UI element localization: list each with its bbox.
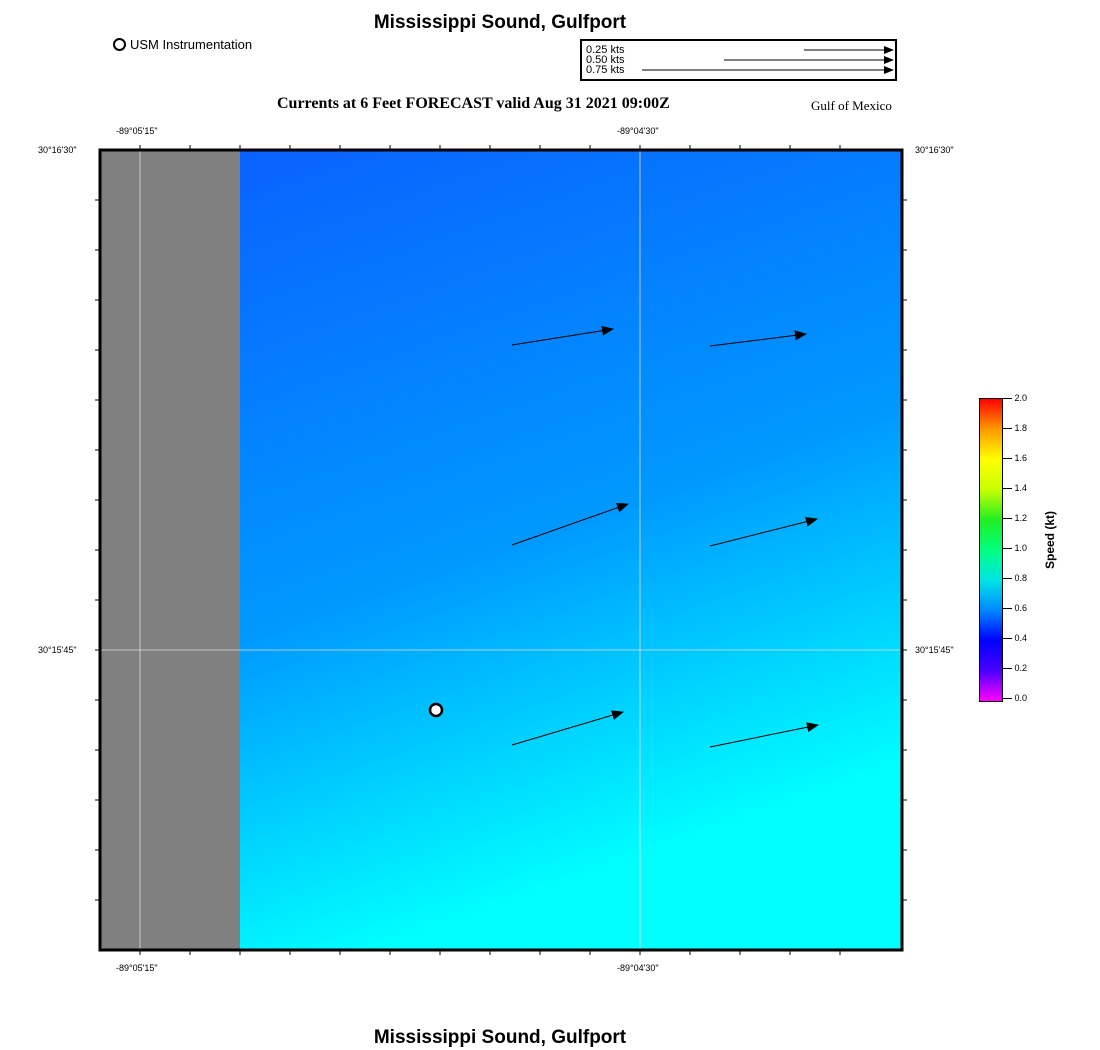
colorbar-tick: 1.4 [1002, 483, 1027, 493]
frame-ticks [95, 145, 907, 955]
colorbar-tick: 1.8 [1002, 423, 1027, 433]
colorbar-tick: 0.0 [1002, 693, 1027, 703]
scale-label-0-25: 0.25 kts [586, 44, 625, 56]
station-marker-icon [113, 38, 126, 51]
current-vector [511, 502, 629, 546]
current-vector [511, 710, 624, 746]
station-legend-label: USM Instrumentation [130, 37, 253, 52]
colorbar-tick: 1.6 [1002, 453, 1027, 463]
lat-label-top-left: 30°16'30" [38, 145, 77, 155]
scale-label-0-50: 0.50 kts [586, 54, 625, 66]
land-area [100, 150, 240, 950]
current-map [95, 145, 907, 955]
current-vector [709, 722, 819, 748]
forecast-subtitle: Currents at 6 Feet FORECAST valid Aug 31… [277, 95, 670, 112]
footer-title: Mississippi Sound, Gulfport [373, 1027, 627, 1048]
lon-label-bottom-left: -89°05'15" [116, 963, 158, 973]
usm-station-marker [428, 702, 444, 718]
colorbar-tick: 1.2 [1002, 513, 1027, 523]
scale-arrows [642, 46, 894, 74]
colorbar-tick: 1.0 [1002, 543, 1027, 553]
region-label: Gulf of Mexico [811, 98, 892, 113]
lat-label-mid-right: 30°15'45" [915, 645, 954, 655]
vector-scale-legend: 0.25 kts 0.50 kts 0.75 kts [580, 39, 897, 81]
current-vector [709, 330, 807, 347]
colorbar-tick: 0.6 [1002, 603, 1027, 613]
colorbar-tick: 0.4 [1002, 633, 1027, 643]
station-legend: USM Instrumentation [113, 37, 252, 52]
current-vector [709, 516, 818, 547]
lat-label-mid-left: 30°15'45" [38, 645, 77, 655]
map-title: Mississippi Sound, Gulfport [373, 12, 627, 33]
scale-label-0-75: 0.75 kts [586, 64, 625, 76]
lon-label-top-left: -89°05'15" [116, 126, 158, 136]
colorbar-tick: 2.0 [1002, 393, 1027, 403]
current-vector [511, 325, 614, 346]
colorbar-label: Speed (kt) [1043, 511, 1057, 570]
lon-label-bottom-right: -89°04'30" [617, 963, 659, 973]
speed-colorbar [979, 398, 1003, 702]
lon-label-top-right: -89°04'30" [617, 126, 659, 136]
colorbar-tick: 0.8 [1002, 573, 1027, 583]
lat-label-top-right: 30°16'30" [915, 145, 954, 155]
colorbar-tick: 0.2 [1002, 663, 1027, 673]
